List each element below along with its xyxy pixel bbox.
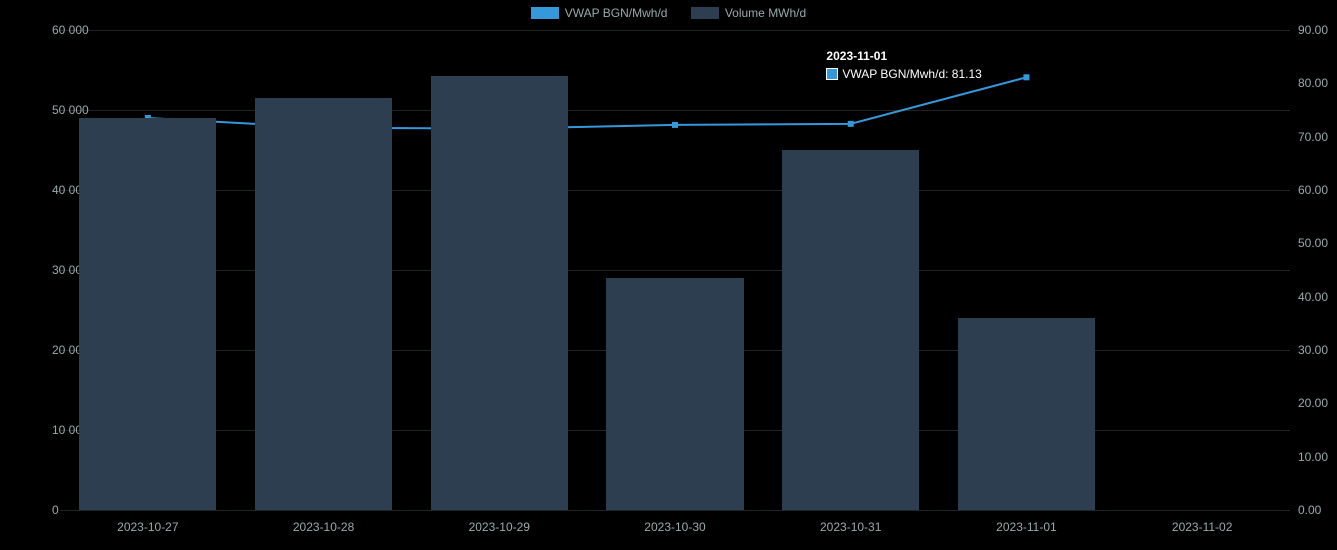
bar[interactable] <box>79 118 216 510</box>
y-right-tick-label: 80.00 <box>1298 76 1328 90</box>
gridline <box>60 110 1290 111</box>
bar[interactable] <box>782 150 919 510</box>
y-right-tick-label: 30.00 <box>1298 343 1328 357</box>
legend-swatch-volume <box>691 7 719 19</box>
legend-label: Volume MWh/d <box>725 6 806 20</box>
y-right-tick-label: 0.00 <box>1298 503 1321 517</box>
y-right-tick-label: 10.00 <box>1298 450 1328 464</box>
legend[interactable]: VWAP BGN/Mwh/d Volume MWh/d <box>0 6 1337 22</box>
plot-area[interactable]: 010 00020 00030 00040 00050 00060 0000.0… <box>60 30 1290 510</box>
y-right-tick-label: 90.00 <box>1298 23 1328 37</box>
gridline <box>60 190 1290 191</box>
gridline <box>60 270 1290 271</box>
x-tick-label: 2023-10-30 <box>644 520 705 534</box>
combo-chart: VWAP BGN/Mwh/d Volume MWh/d 010 00020 00… <box>0 0 1337 550</box>
bar[interactable] <box>255 98 392 510</box>
x-tick-label: 2023-10-27 <box>117 520 178 534</box>
y-right-tick-label: 50.00 <box>1298 236 1328 250</box>
y-right-tick-label: 40.00 <box>1298 290 1328 304</box>
tooltip: 2023-11-01 VWAP BGN/Mwh/d: 81.13 <box>826 47 981 83</box>
gridline <box>60 510 1290 511</box>
gridline <box>60 30 1290 31</box>
bar[interactable] <box>431 76 568 510</box>
tooltip-title: 2023-11-01 <box>826 47 981 65</box>
bar[interactable] <box>606 278 743 510</box>
y-right-tick-label: 20.00 <box>1298 396 1328 410</box>
x-tick-label: 2023-10-28 <box>293 520 354 534</box>
legend-label: VWAP BGN/Mwh/d <box>565 6 668 20</box>
bar[interactable] <box>958 318 1095 510</box>
tooltip-swatch <box>826 68 838 80</box>
x-tick-label: 2023-11-02 <box>1172 520 1233 534</box>
y-right-tick-label: 60.00 <box>1298 183 1328 197</box>
tooltip-value: VWAP BGN/Mwh/d: 81.13 <box>842 65 981 83</box>
x-tick-label: 2023-10-29 <box>469 520 530 534</box>
legend-swatch-vwap <box>531 7 559 19</box>
legend-item-vwap[interactable]: VWAP BGN/Mwh/d <box>531 6 668 20</box>
y-right-tick-label: 70.00 <box>1298 130 1328 144</box>
x-tick-label: 2023-10-31 <box>820 520 881 534</box>
x-tick-label: 2023-11-01 <box>996 520 1057 534</box>
legend-item-volume[interactable]: Volume MWh/d <box>691 6 806 20</box>
